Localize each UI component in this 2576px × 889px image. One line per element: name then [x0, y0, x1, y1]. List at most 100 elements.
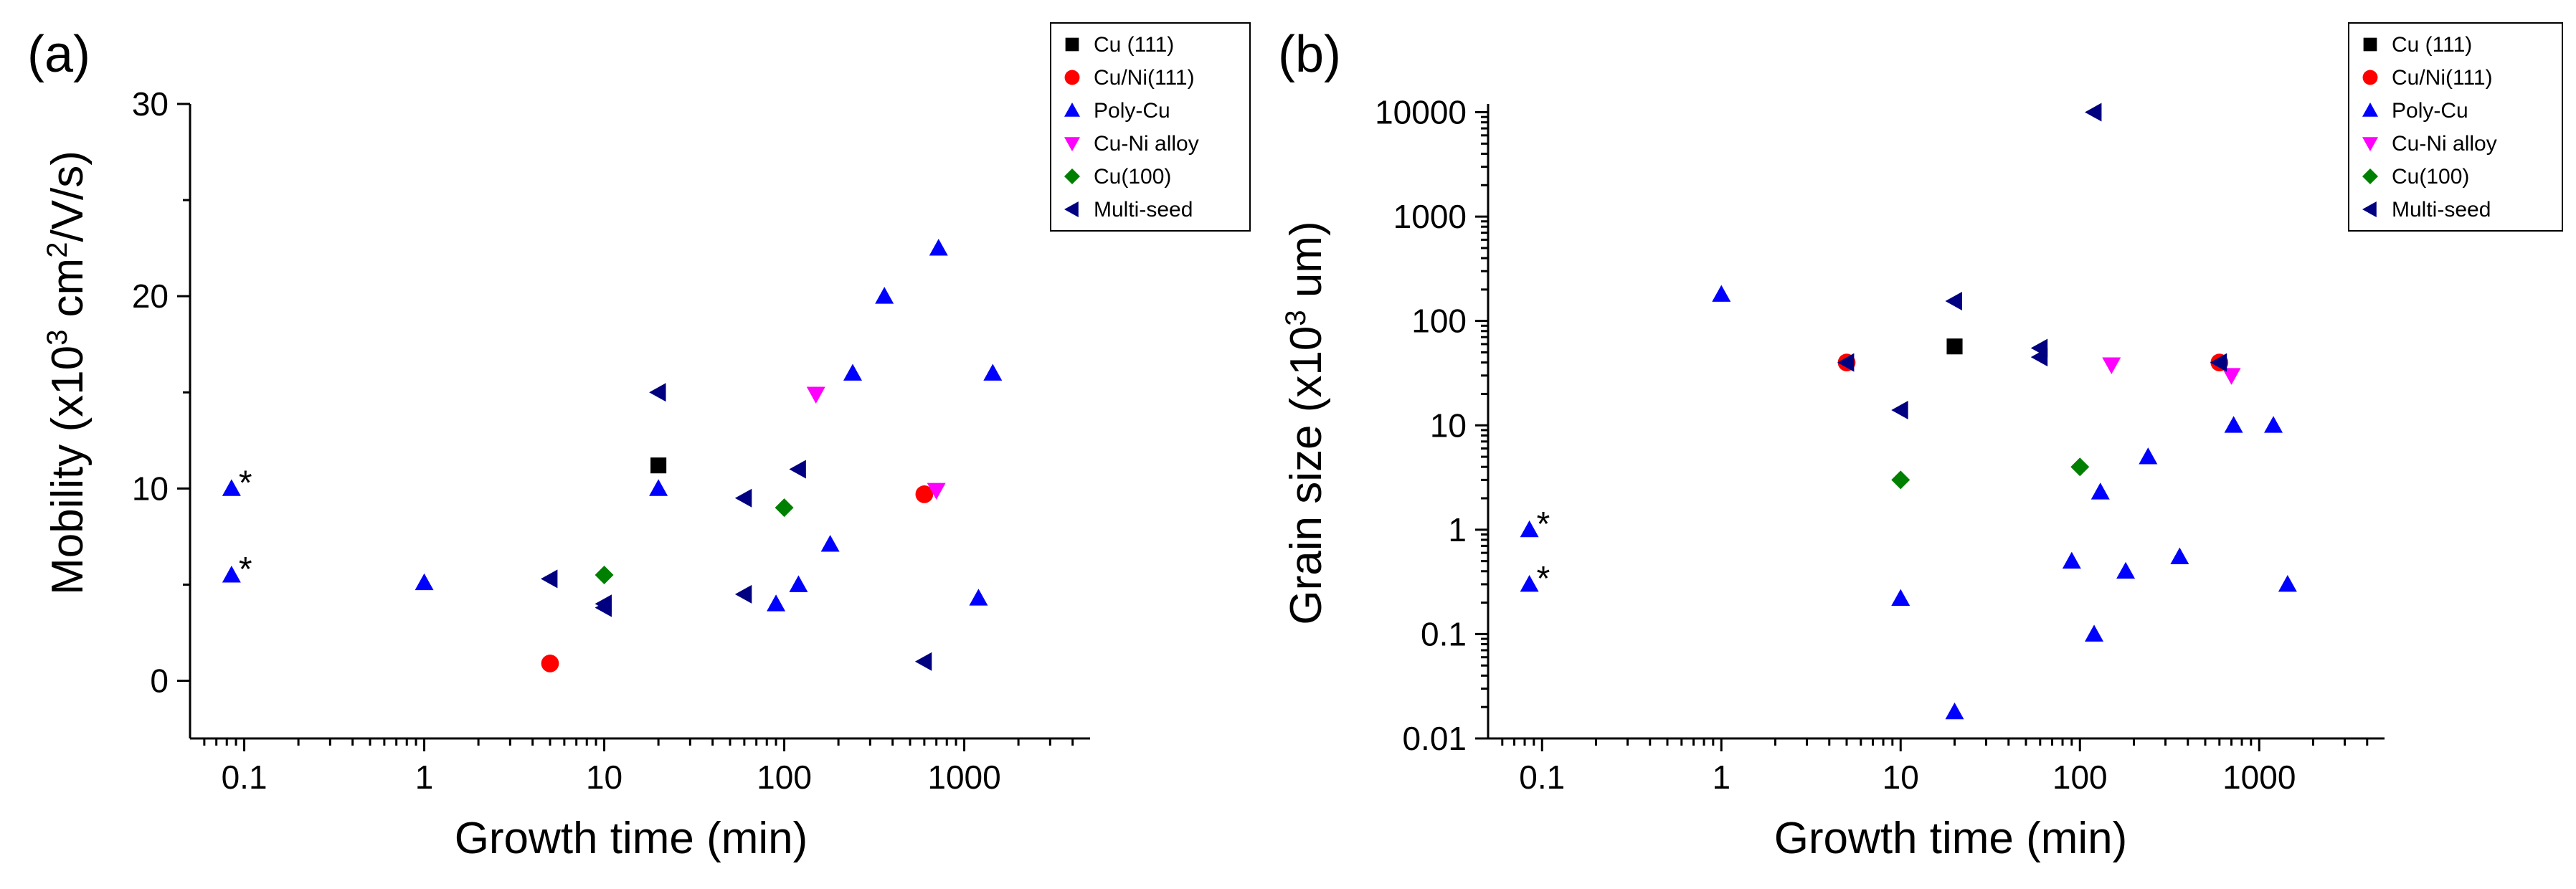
data-point-multiseed [1945, 291, 1962, 310]
y-tick-label: 0 [150, 662, 169, 700]
x-tick-label: 1 [415, 759, 434, 796]
data-point-cu100 [775, 498, 794, 518]
y-tick-label: 1000 [1393, 198, 1467, 235]
legend-label-multiseed: Multi-seed [1094, 198, 1193, 222]
data-point-polycu [1891, 589, 1910, 606]
data-point-cuni111 [541, 655, 559, 672]
data-point-polycu [1945, 702, 1964, 720]
panel-b-x-axis-title: Growth time (min) [1774, 814, 2128, 863]
data-point-cu100 [1891, 470, 1910, 490]
data-point-multiseed [541, 569, 558, 589]
y-tick-label: 30 [132, 85, 169, 123]
data-point-cu100 [595, 566, 614, 585]
panel-b-grain-size-chart: (b) 0.1 1 10 100 10000.010.1110100100010000 … [1278, 22, 2563, 863]
data-point-cu100 [2070, 457, 2090, 477]
panel-a-data-points [222, 239, 1003, 672]
legend-marker-cuni111 [2362, 70, 2378, 85]
legend-marker-polycu [1064, 103, 1080, 117]
panel-b-y-axis-title: Grain size (x103 um) [1280, 221, 1331, 624]
x-tick-label: 1 [1712, 759, 1730, 796]
data-point-multiseed [1891, 400, 1908, 419]
y-tick-label: 1 [1448, 511, 1467, 548]
panel-a-y-axis-title: Mobility (x103 cm2/V/s) [42, 151, 93, 595]
x-tick-label: 0.1 [222, 759, 267, 796]
data-point-polycu [649, 479, 668, 496]
data-point-cu111 [650, 457, 667, 474]
data-point-polycu [222, 479, 241, 496]
data-point-polycu [2085, 624, 2104, 642]
data-point-polycu [1520, 520, 1539, 538]
data-point-multiseed [734, 488, 752, 508]
y-tick-label: 10 [1430, 407, 1467, 444]
data-point-polycu [1712, 285, 1731, 302]
legend-label-cu100: Cu(100) [1094, 165, 1171, 189]
data-point-multiseed [1837, 353, 1855, 372]
y-tick-label: 0.1 [1421, 615, 1467, 652]
panel-a-annotations: ** [239, 464, 252, 589]
panel-b-annotations: ** [1537, 505, 1550, 598]
data-point-cunialloy [2222, 368, 2241, 385]
data-point-polycu [2278, 574, 2297, 592]
data-point-polycu [969, 589, 988, 606]
data-point-cunialloy [806, 386, 825, 404]
data-point-cuni111 [915, 485, 934, 503]
legend-label-cu111: Cu (111) [2392, 33, 2472, 57]
data-point-polycu [843, 363, 862, 381]
legend-marker-multiseed [1064, 201, 1079, 217]
data-point-cunialloy [927, 482, 946, 500]
x-tick-label: 100 [2052, 759, 2108, 796]
y-tick-label: 20 [132, 277, 169, 315]
legend-label-polycu: Poly-Cu [2392, 99, 2468, 123]
data-point-polycu [875, 287, 894, 304]
data-point-multiseed [649, 383, 666, 402]
legend-frame [1050, 22, 1251, 232]
data-point-polycu [820, 535, 840, 552]
panel-a-axes [189, 104, 1090, 740]
panel-b-label: (b) [1278, 26, 1341, 83]
asterisk-annotation: * [1537, 560, 1550, 598]
data-point-polycu [2139, 447, 2158, 465]
panel-b-legend: Cu (111) Cu/Ni(111) Poly-Cu Cu-Ni alloy Cu(1… [2348, 22, 2563, 232]
data-point-polycu [2062, 551, 2081, 569]
y-tick-label: 0.01 [1402, 720, 1467, 757]
legend-label-cuni111: Cu/Ni(111) [1094, 66, 1195, 90]
data-point-multiseed [2085, 103, 2102, 122]
legend-marker-multiseed [2362, 201, 2377, 217]
data-point-polycu [983, 363, 1003, 381]
legend-marker-cu111 [1065, 37, 1079, 52]
data-point-polycu [929, 239, 948, 256]
legend-marker-polycu [2362, 103, 2378, 117]
legend-label-cunialloy: Cu-Ni alloy [2392, 132, 2497, 156]
legend-marker-cu111 [2363, 37, 2377, 52]
data-point-polycu [222, 566, 241, 583]
panel-a-ticks: 0.1 1 10 100 1000 0 10 20 30 [132, 85, 1074, 796]
data-point-multiseed [2210, 353, 2227, 372]
x-tick-label: 10 [1883, 759, 1919, 796]
legend-marker-cuni111 [1064, 70, 1080, 85]
legend-label-cu100: Cu(100) [2392, 165, 2469, 189]
legend-label-cunialloy: Cu-Ni alloy [1094, 132, 1199, 156]
data-point-polycu [767, 594, 786, 612]
legend-label-multiseed: Multi-seed [2392, 198, 2491, 222]
legend-label-cu111: Cu (111) [1094, 33, 1174, 57]
legend-label-polycu: Poly-Cu [1094, 99, 1170, 123]
legend-label-cuni111: Cu/Ni(111) [2392, 66, 2493, 90]
data-point-multiseed [595, 598, 612, 617]
asterisk-annotation: * [239, 551, 252, 589]
data-point-polycu [1520, 574, 1539, 592]
legend-frame [2348, 22, 2563, 232]
data-point-multiseed [914, 652, 932, 671]
legend-marker-cu100 [1064, 168, 1080, 184]
data-point-multiseed [734, 584, 752, 604]
legend-marker-cu100 [2362, 168, 2378, 184]
data-point-polycu [789, 575, 808, 592]
data-point-polycu [2090, 482, 2110, 500]
y-tick-label: 10 [132, 470, 169, 507]
legend-marker-cunialloy [1064, 137, 1080, 151]
x-tick-label: 1000 [2222, 759, 2296, 796]
panel-a-x-axis-title: Growth time (min) [455, 814, 808, 863]
asterisk-annotation: * [1537, 505, 1550, 543]
data-point-polycu [2170, 547, 2189, 565]
